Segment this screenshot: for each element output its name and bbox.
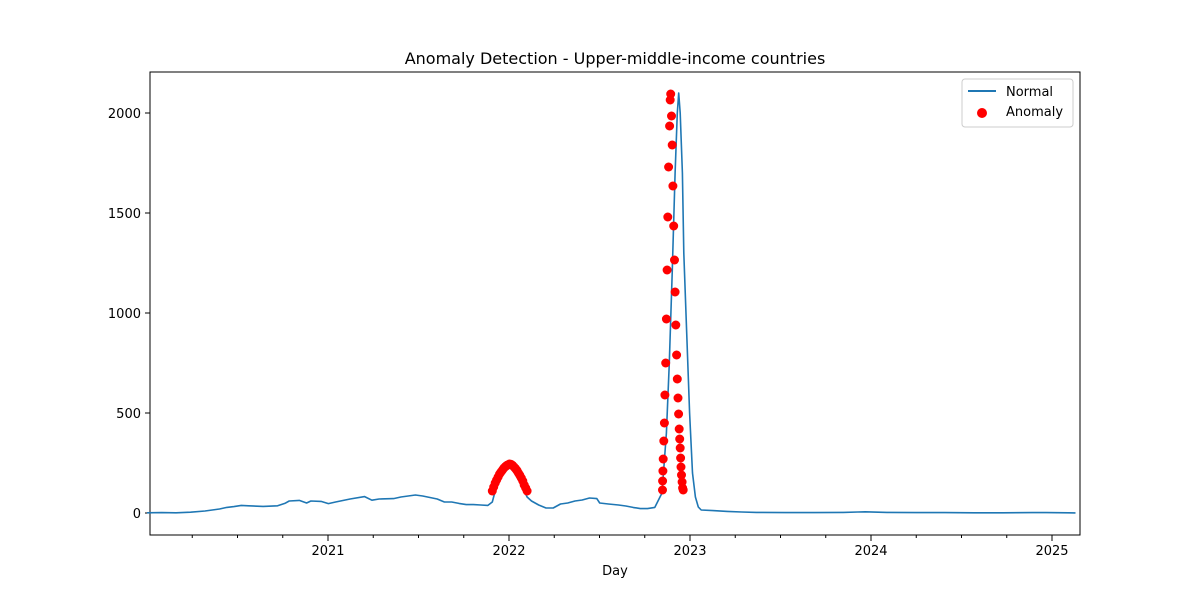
axes: 0 500 1000 1500 2000 2021 2022 2023 2024 2025 <box>108 107 1069 559</box>
anomaly-point <box>667 111 676 121</box>
y-tick-label: 0 <box>133 507 141 522</box>
y-tick-label: 1500 <box>108 207 141 222</box>
anomaly-point <box>671 320 681 330</box>
chart-title: Anomaly Detection - Upper-middle-income … <box>405 49 826 68</box>
legend: Normal Anomaly <box>961 78 1074 128</box>
anomaly-point <box>676 453 686 463</box>
anomaly-point <box>678 485 688 495</box>
anomaly-point <box>661 314 671 324</box>
series-layer <box>146 92 1076 514</box>
anomaly-point <box>659 418 669 428</box>
anomaly-layer <box>487 89 688 496</box>
plot-frame <box>149 71 1081 536</box>
y-tick-label: 1000 <box>108 307 141 322</box>
anomaly-point <box>675 443 685 453</box>
anomaly-point <box>658 454 668 464</box>
anomaly-point <box>666 89 676 99</box>
anomaly-point <box>660 390 670 400</box>
anomaly-point <box>676 462 686 472</box>
anomaly-point <box>661 358 671 368</box>
x-tick-label: 2024 <box>854 544 887 559</box>
anomaly-point <box>658 485 667 495</box>
x-tick-label: 2022 <box>492 544 525 559</box>
anomaly-point <box>672 374 682 384</box>
y-tick-label: 2000 <box>108 107 141 122</box>
anomaly-point <box>522 486 532 496</box>
anomaly-point <box>663 212 673 222</box>
x-tick-label: 2025 <box>1035 544 1068 559</box>
anomaly-point <box>677 470 686 480</box>
y-tick-label: 500 <box>116 407 141 422</box>
anomaly-point <box>674 424 684 434</box>
anomaly-point <box>659 436 669 446</box>
anomaly-point <box>673 393 683 403</box>
anomaly-point <box>658 466 668 476</box>
legend-anomaly-swatch <box>977 108 987 118</box>
anomaly-point <box>667 140 677 150</box>
legend-anomaly-label: Anomaly <box>1006 105 1063 120</box>
anomaly-point <box>670 287 680 297</box>
anomaly-point <box>658 476 668 486</box>
x-tick-label: 2023 <box>673 544 706 559</box>
anomaly-point <box>672 350 682 360</box>
anomaly-point <box>662 265 672 275</box>
anomaly-point <box>670 255 679 265</box>
anomaly-point <box>674 409 684 419</box>
x-tick-label: 2021 <box>311 544 344 559</box>
x-axis-label: Day <box>602 564 628 579</box>
anomaly-point <box>665 121 675 131</box>
anomaly-point <box>675 434 685 444</box>
series-line-normal <box>146 92 1076 514</box>
plot-area <box>149 71 1081 536</box>
anomaly-point <box>664 162 674 172</box>
legend-normal-label: Normal <box>1006 85 1053 100</box>
anomaly-point <box>668 181 678 191</box>
anomaly-point <box>669 221 679 231</box>
